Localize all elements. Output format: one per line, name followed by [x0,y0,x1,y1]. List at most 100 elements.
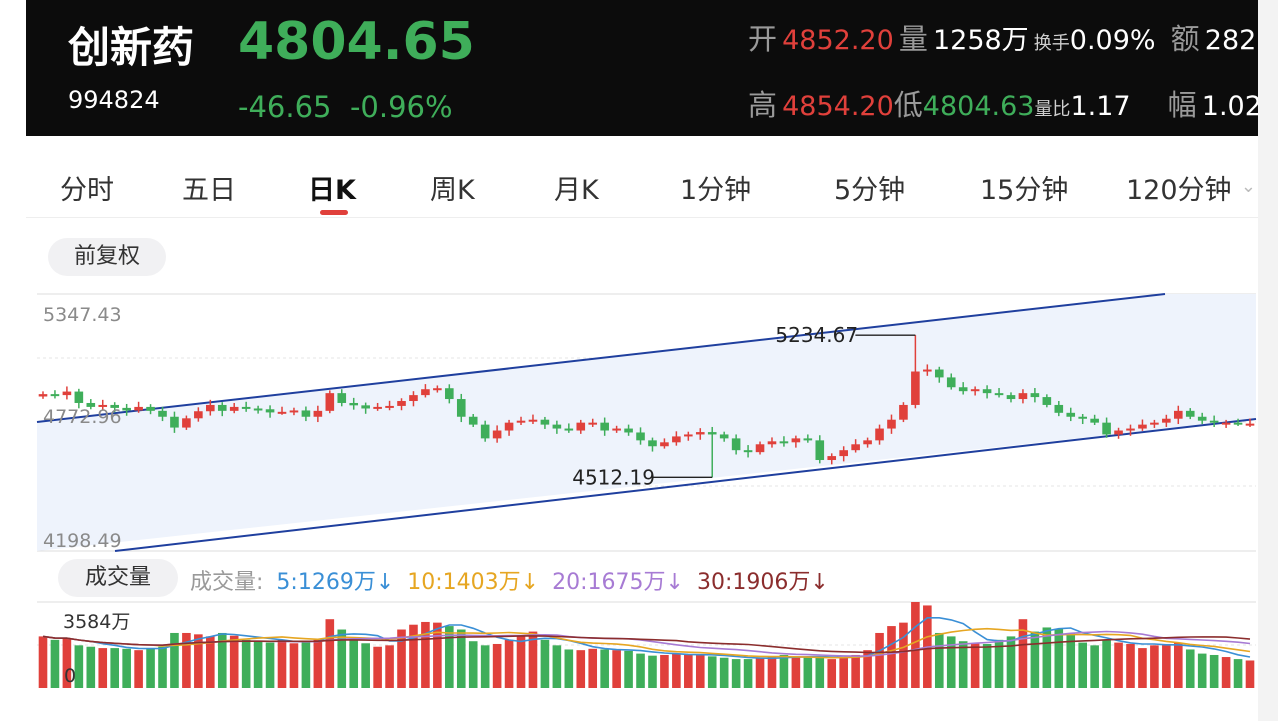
volume-bar [1042,627,1052,688]
tab-120-minute[interactable]: 120分钟 [1126,175,1232,206]
volume-bar [361,643,370,688]
candle-body [217,404,227,411]
volume-bar [98,648,108,688]
ma5-value: 5:1269万↓ [276,570,395,595]
candle-body [265,409,275,413]
candle-body [1162,418,1171,423]
volume-bar [516,636,526,688]
candle-body [540,419,550,425]
tab-monthly-k[interactable]: 月K [554,175,599,206]
chevron-down-icon[interactable]: ⌄ [1240,176,1256,196]
volume-bar [445,626,454,688]
candle-body [612,428,621,431]
volume-bar [803,657,813,688]
candle-body [289,410,299,413]
volume-bar [934,632,944,688]
volume-value: 1258万 [932,25,1029,56]
volume-bar [719,657,729,688]
volume-bar [731,659,741,688]
open-value: 4852.20 [782,25,894,56]
tab-weekly-k[interactable]: 周K [430,175,475,206]
volume-bar [839,657,848,688]
candle-body [74,391,84,403]
volume-bar [576,650,586,688]
candle-body [373,406,382,409]
candle-body [815,440,825,461]
candle-body [624,428,633,433]
candle-body [421,389,430,396]
volume-bar [958,641,968,688]
volume-bar [779,654,789,688]
ma10-value: 10:1403万↓ [407,570,540,595]
candle-body [409,395,418,402]
volume-bar [636,653,645,688]
period-tabs: 分时 五日 日K 周K 月K 1分钟 5分钟 15分钟 120分钟 ⌄ [26,150,1258,218]
price-axis-label: 4772.96 [43,406,122,428]
candle-body [923,369,932,372]
candle-body [433,388,442,391]
vol-ratio-label: 量比 [1034,99,1071,120]
extreme-annotations: 5234.67 4512.19 [572,323,916,489]
candle-body [445,388,454,400]
candle-body [110,404,120,408]
candle-body [982,389,992,394]
tab-daily-k[interactable]: 日K [308,175,356,206]
channel-fill [37,294,1256,551]
volume-bar [170,632,179,688]
ma30-value: 30:1906万↓ [696,570,829,595]
tab-5-minute[interactable]: 5分钟 [834,175,906,206]
price-axis-labels: 5347.43 4772.96 4198.49 [43,304,122,552]
tab-five-day[interactable]: 五日 [182,175,236,206]
candle-body [672,436,681,443]
low-value: 4804.63 [922,91,1035,122]
candle-body [863,440,872,445]
volume-min-label: 0 [64,665,76,687]
volume-bar [1221,657,1231,688]
tab-15-minute[interactable]: 15分钟 [980,175,1069,206]
amount-label: 额 [1170,22,1200,56]
candle-body [194,411,203,419]
volume-bar [1066,632,1076,688]
volume-bar [851,654,860,688]
candle-body [528,419,538,422]
candle-body [1054,404,1064,413]
volume-bar [1126,643,1135,688]
volume-bar [1054,628,1064,688]
volume-bar [265,642,275,688]
stats-row-1: 开 4852.20 量 1258万 换手0.09% 额 282.2 [748,16,1258,58]
volume-bar [1150,645,1159,688]
candle-body [98,404,108,407]
quote-header: 创新药 994824 4804.65 -46.65 -0.96% 开 4852.… [26,0,1258,136]
volume-bar [911,602,920,688]
volume-bar [648,655,657,688]
volume-bar [767,657,777,688]
candle-body [1042,397,1052,405]
high-value: 4854.20 [782,91,894,122]
candle-body [397,401,406,406]
volume-bar [349,639,359,688]
tab-intraday[interactable]: 分时 [60,175,114,206]
volume-bar [492,643,502,688]
candle-body [492,430,502,439]
candle-body [146,406,155,411]
volume-bar [887,626,896,688]
candle-body [958,387,968,392]
volume-bar [672,653,681,688]
candle-body [1173,410,1183,419]
volume-bar [707,656,717,688]
volume-indicator-button[interactable]: 成交量 [58,559,178,597]
volume-bar [206,636,215,688]
last-price: 4804.65 [238,12,475,72]
candle-body [970,389,980,392]
stock-name: 创新药 [68,23,195,72]
adjust-mode-button[interactable]: 前复权 [48,238,166,276]
volume-bar [182,632,191,688]
tab-1-minute[interactable]: 1分钟 [680,175,752,206]
volume-bar [1185,649,1195,688]
volume-ma-legend: 成交量: 5:1269万↓ 10:1403万↓ 20:1675万↓ 30:190… [190,564,835,596]
candle-body [660,442,669,447]
ma30-line [42,635,1251,654]
volume-bar [743,659,753,688]
volume-bar [946,636,956,688]
